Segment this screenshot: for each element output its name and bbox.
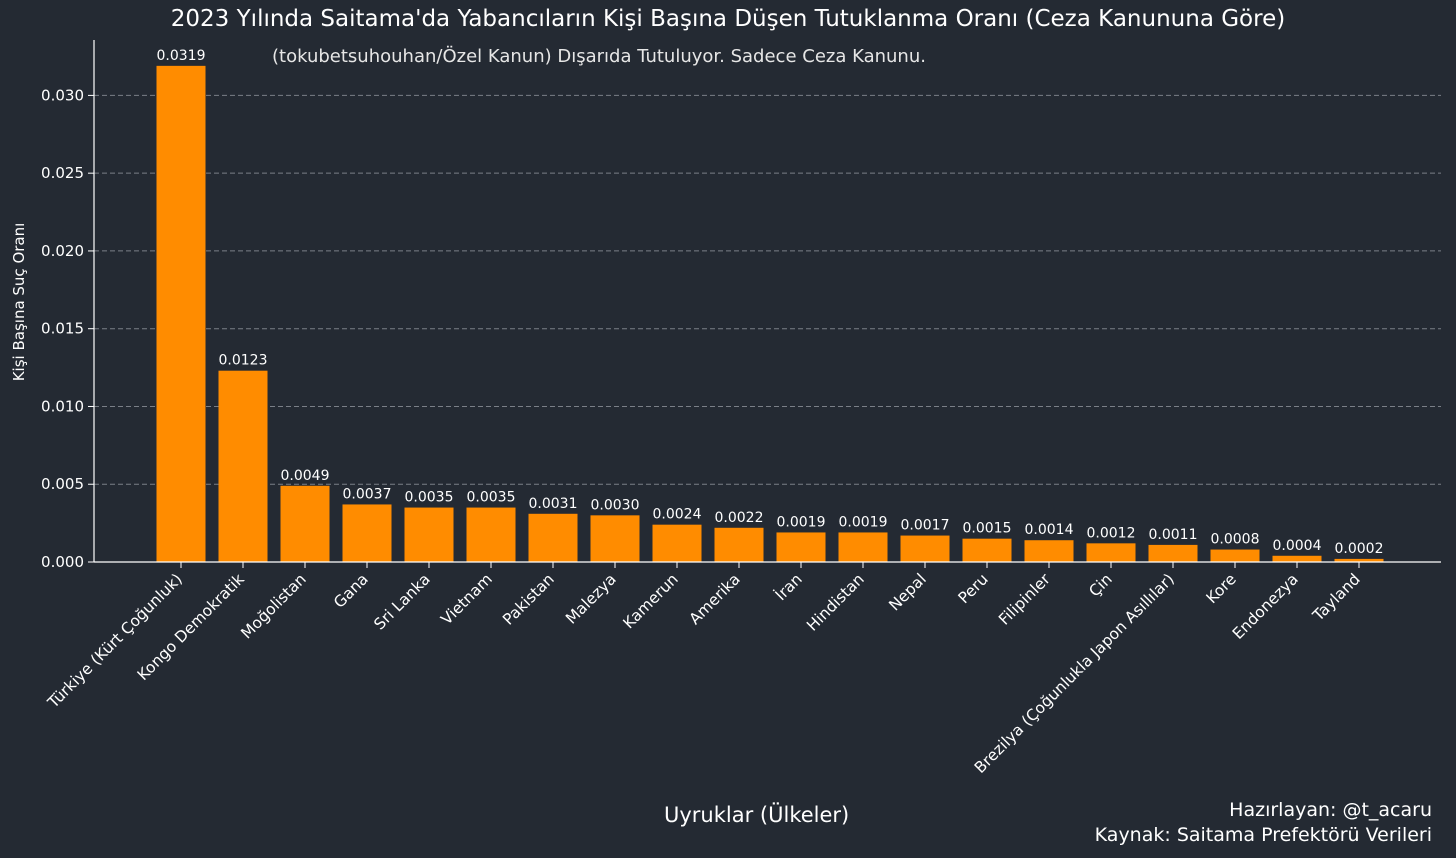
bar-value-label: 0.0022 bbox=[715, 510, 764, 526]
bar-value-label: 0.0024 bbox=[653, 507, 702, 523]
x-tick-label: Hindistan bbox=[803, 570, 868, 635]
bar-value-label: 0.0004 bbox=[1273, 538, 1322, 554]
bars bbox=[156, 65, 1384, 562]
x-tick-label: Kongo Demokratik bbox=[134, 570, 248, 684]
y-tick-label: 0.030 bbox=[41, 86, 84, 104]
source-credit: Kaynak: Saitama Prefektörü Verileri bbox=[1094, 824, 1432, 846]
bar-value-label: 0.0049 bbox=[281, 468, 330, 484]
x-tick-label: Peru bbox=[955, 570, 992, 607]
bar bbox=[776, 532, 826, 562]
x-tick-label: Moğolistan bbox=[238, 570, 310, 642]
x-tick-label: Brezilya (Çoğunlukla Japon Asıllılar) bbox=[971, 570, 1178, 777]
bar-value-label: 0.0019 bbox=[839, 514, 888, 530]
bar bbox=[218, 370, 268, 562]
bar-value-label: 0.0031 bbox=[529, 496, 578, 512]
bar-value-label: 0.0123 bbox=[219, 353, 268, 369]
gridlines bbox=[94, 94, 1441, 485]
bar bbox=[900, 535, 950, 562]
x-tick-label: Endonezya bbox=[1229, 570, 1302, 643]
bar bbox=[404, 507, 454, 562]
x-axis-label: Uyruklar (Ülkeler) bbox=[664, 803, 850, 827]
bar-value-label: 0.0012 bbox=[1087, 525, 1136, 541]
data-labels: 0.0319 0.0123 0.0049 0.0037 0.0035 0.0035 0.00… bbox=[157, 48, 1384, 557]
bar-value-label: 0.0008 bbox=[1211, 532, 1260, 548]
bar bbox=[528, 513, 578, 562]
bar bbox=[652, 524, 702, 562]
x-tick-label: Vietnam bbox=[437, 570, 495, 628]
bar bbox=[1024, 540, 1074, 562]
y-tick-label: 0.010 bbox=[41, 397, 84, 415]
bar bbox=[1086, 543, 1136, 562]
x-tick-label: Çin bbox=[1085, 570, 1115, 600]
y-tick-label: 0.025 bbox=[41, 164, 84, 182]
x-tick-label: Malezya bbox=[562, 570, 620, 628]
bar-value-label: 0.0030 bbox=[591, 497, 640, 513]
bar bbox=[838, 532, 888, 562]
bar-value-label: 0.0035 bbox=[467, 490, 516, 506]
chart-subtitle: (tokubetsuhouhan/Özel Kanun) Dışarıda Tu… bbox=[272, 46, 926, 67]
x-tick-label: Gana bbox=[330, 570, 372, 612]
x-tick-label: Nepal bbox=[885, 570, 929, 614]
x-tick-label: Amerika bbox=[686, 570, 744, 628]
x-tick-label: Kamerun bbox=[620, 570, 682, 632]
y-axis-label: Kişi Başına Suç Oranı bbox=[10, 223, 28, 382]
bar bbox=[962, 538, 1012, 562]
bar-value-label: 0.0019 bbox=[777, 514, 826, 530]
author-credit: Hazırlayan: @t_acaru bbox=[1229, 799, 1432, 821]
chart-title: 2023 Yılında Saitama'da Yabancıların Kiş… bbox=[170, 6, 1286, 32]
bar bbox=[342, 504, 392, 562]
bar-value-label: 0.0011 bbox=[1149, 527, 1198, 543]
bar bbox=[1210, 549, 1260, 562]
x-tick-label: İran bbox=[771, 569, 806, 604]
x-tick-label: Pakistan bbox=[499, 570, 558, 629]
credits: Hazırlayan: @t_acaru Kaynak: Saitama Pre… bbox=[1095, 798, 1432, 848]
bar bbox=[156, 65, 206, 562]
bar bbox=[590, 515, 640, 562]
x-tick-labels: Türkiye (Kürt Çoğunluk)Kongo DemokratikM… bbox=[44, 562, 1364, 777]
bar bbox=[1148, 544, 1198, 562]
bar-value-label: 0.0037 bbox=[343, 486, 392, 502]
bar bbox=[280, 485, 330, 562]
bar-value-label: 0.0002 bbox=[1335, 541, 1384, 557]
y-tick-label: 0.000 bbox=[41, 553, 84, 571]
bar-value-label: 0.0319 bbox=[157, 48, 206, 64]
bar bbox=[466, 507, 516, 562]
x-tick-label: Filipinler bbox=[995, 570, 1054, 629]
bar-value-label: 0.0014 bbox=[1025, 522, 1074, 538]
y-tick-label: 0.020 bbox=[41, 242, 84, 260]
x-tick-label: Kore bbox=[1203, 570, 1240, 607]
bar-value-label: 0.0035 bbox=[405, 490, 454, 506]
y-tick-label: 0.015 bbox=[41, 320, 84, 338]
bar-value-label: 0.0015 bbox=[963, 521, 1012, 537]
bar bbox=[1334, 558, 1384, 562]
bar bbox=[1272, 555, 1322, 562]
x-tick-label: Sri Lanka bbox=[370, 570, 433, 633]
y-tick-label: 0.005 bbox=[41, 475, 84, 493]
y-tick-labels: 0.000 0.005 0.010 0.015 0.020 0.025 0.030 bbox=[41, 86, 94, 571]
bar-value-label: 0.0017 bbox=[901, 518, 950, 534]
bar bbox=[714, 527, 764, 562]
x-tick-label: Tayland bbox=[1309, 570, 1364, 625]
axes bbox=[93, 40, 1441, 563]
